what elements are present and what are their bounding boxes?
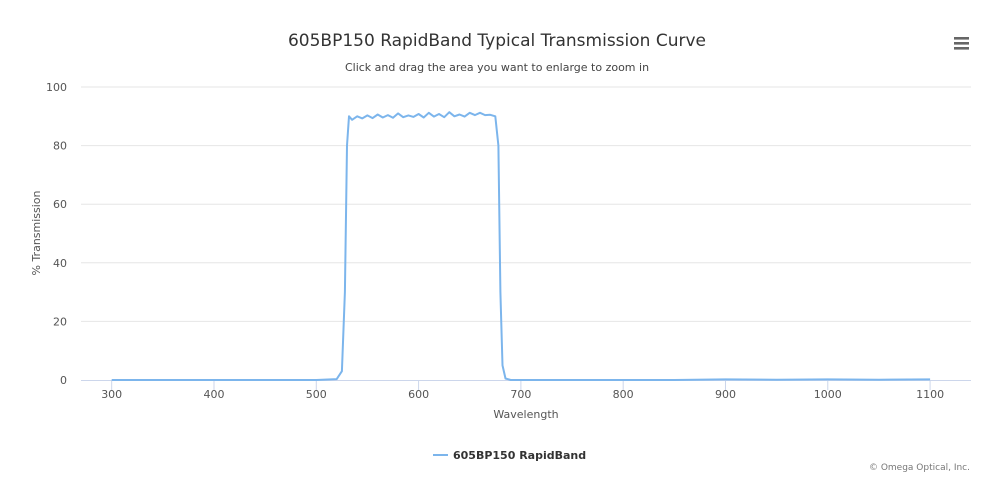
y-tick-label: 40 [53, 257, 67, 270]
legend-item[interactable]: 605BP150 RapidBand [433, 449, 586, 462]
x-tick-label: 900 [715, 388, 736, 401]
chart-title: 605BP150 RapidBand Typical Transmission … [288, 31, 706, 51]
grid-lines [81, 86, 971, 322]
x-tick-label: 700 [510, 388, 531, 401]
y-axis-title: % Transmission [30, 190, 43, 275]
x-tick-label: 600 [408, 388, 429, 401]
y-tick-label: 0 [60, 374, 67, 387]
x-axis-title: Wavelength [493, 408, 558, 421]
credits-label[interactable]: © Omega Optical, Inc. [869, 463, 970, 473]
x-axis-tick-labels: 300 400 500 600 700 800 900 1000 1100 [101, 388, 944, 401]
series-line[interactable] [111, 111, 931, 381]
y-axis-tick-labels: 0 20 40 60 80 100 [46, 81, 67, 387]
legend-label: 605BP150 RapidBand [453, 449, 586, 462]
x-tick-label: 400 [203, 388, 224, 401]
plot-area[interactable] [111, 111, 931, 381]
chart-subtitle: Click and drag the area you want to enla… [345, 61, 649, 74]
x-tick-label: 1000 [814, 388, 842, 401]
x-tick-label: 500 [306, 388, 327, 401]
hamburger-menu-icon[interactable] [950, 32, 974, 54]
y-tick-label: 80 [53, 140, 67, 153]
y-tick-label: 20 [53, 315, 67, 328]
y-tick-label: 60 [53, 198, 67, 211]
x-tick-label: 1100 [916, 388, 944, 401]
x-tick-label: 300 [101, 388, 122, 401]
x-tick-label: 800 [613, 388, 634, 401]
y-tick-label: 100 [46, 81, 67, 94]
